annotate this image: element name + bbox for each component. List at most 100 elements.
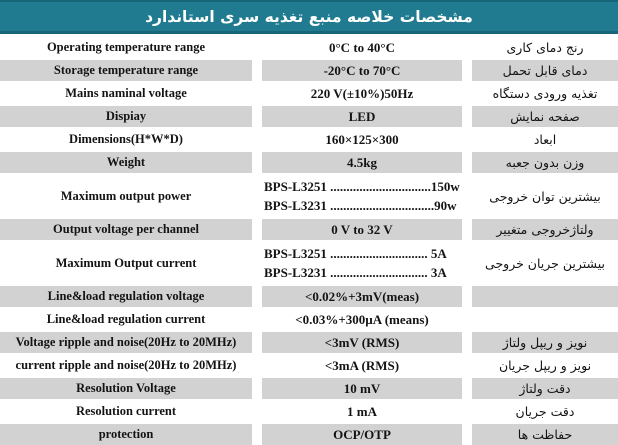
spec-label-fa: رنج دمای کاری: [506, 40, 584, 55]
table-row: Weight 4.5kg وزن بدون جعبه: [0, 152, 618, 173]
spec-label-fa-cell: ولتاژخروجی متغییر: [472, 219, 618, 240]
table-row: Voltage ripple and noise(20Hz to 20MHz) …: [0, 332, 618, 353]
spec-label-en: Mains naminal voltage: [65, 86, 187, 100]
spec-label-fa-cell: ابعاد: [472, 129, 618, 150]
column-gap: [462, 152, 472, 173]
spec-label-en-cell: Resolution Voltage: [0, 378, 252, 399]
table-row: Maximum output power BPS-L3251 .........…: [0, 175, 618, 217]
column-gap: [462, 286, 472, 307]
table-row: Dispiay LED صفحه نمایش: [0, 106, 618, 127]
column-gap: [462, 424, 472, 445]
table-header: مشخصات خلاصه منبع تغذیه سری استاندارد: [0, 0, 618, 34]
spec-label-en: Operating temperature range: [46, 40, 206, 54]
column-gap: [252, 401, 262, 422]
spec-value-line: BPS-L3231 ..............................…: [264, 265, 447, 280]
column-gap: [462, 401, 472, 422]
spec-value-cell: <0.03%+300µA (means): [295, 311, 429, 327]
column-gap: [462, 129, 472, 150]
spec-label-fa-cell: تغذیه ورودی دستگاه: [472, 83, 618, 104]
spec-value-cell: OCP/OTP: [262, 424, 462, 445]
spec-label-fa: بیشترین جریان خروجی: [485, 255, 605, 271]
spec-label-en: Maximum Output current: [55, 255, 197, 270]
spec-label-fa: وزن بدون جعبه: [505, 155, 585, 170]
spec-value-cell: BPS-L3251 ..............................…: [262, 175, 462, 217]
spec-label-fa: دمای قابل تحمل: [502, 63, 588, 78]
column-gap: [462, 378, 472, 399]
column-gap: [252, 83, 262, 104]
spec-label-fa-cell: [472, 309, 618, 330]
spec-value-cell: 0°C to 40°C: [328, 39, 395, 55]
spec-label-en: Line&load regulation voltage: [47, 289, 205, 303]
column-gap: [252, 424, 262, 445]
table-row: Mains naminal voltage 220 V(±10%)50Hz تغ…: [0, 83, 618, 104]
table-row: Resolution Voltage 10 mV دقت ولتاژ: [0, 378, 618, 399]
table-row: Dimensions(H*W*D) 160×125×300 ابعاد: [0, 129, 618, 150]
spec-label-en: Line&load regulation current: [46, 312, 206, 326]
spec-label-en: current ripple and noise(20Hz to 20MHz): [15, 358, 237, 372]
table-title: مشخصات خلاصه منبع تغذیه سری استاندارد: [145, 7, 473, 26]
spec-label-fa-cell: بیشترین جریان خروجی: [472, 242, 618, 284]
column-gap: [462, 309, 472, 330]
column-gap: [252, 152, 262, 173]
column-gap: [252, 106, 262, 127]
spec-label-fa-cell: نویز و ریپل جریان: [472, 355, 618, 376]
spec-label-en-cell: Mains naminal voltage: [0, 83, 252, 104]
spec-label-en: Dispiay: [105, 109, 147, 123]
spec-label-en-cell: Maximum output power: [0, 175, 252, 217]
spec-label-en-cell: Output voltage per channel: [0, 219, 252, 240]
spec-label-fa-cell: صفحه نمایش: [472, 106, 618, 127]
spec-value-cell: 220 V(±10%)50Hz: [310, 85, 414, 101]
spec-label-en: Storage temperature range: [53, 63, 199, 77]
spec-value-cell: <3mA (RMS): [324, 357, 400, 373]
spec-label-fa: تغذیه ورودی دستگاه: [492, 86, 598, 101]
column-gap: [252, 37, 262, 58]
spec-value-line: BPS-L3251 ..............................…: [264, 179, 460, 194]
column-gap: [252, 219, 262, 240]
spec-label-fa: نویز و ریپل ولتاژ: [502, 335, 588, 350]
spec-value-cell: 4.5kg: [262, 152, 462, 173]
spec-label-fa: دقت ولتاژ: [519, 381, 571, 396]
spec-value-cell: 10 mV: [262, 378, 462, 399]
spec-value-cell: 0 V to 32 V: [262, 219, 462, 240]
spec-label-fa-cell: رنج دمای کاری: [472, 37, 618, 58]
spec-label-fa: صفحه نمایش: [510, 109, 580, 124]
table-row: Resolution current 1 mA دقت جریان: [0, 401, 618, 422]
table-row: Line&load regulation current <0.03%+300µ…: [0, 309, 618, 330]
spec-label-en-cell: Storage temperature range: [0, 60, 252, 81]
table-row: protection OCP/OTP حفاظت ها: [0, 424, 618, 445]
spec-label-fa: ابعاد: [533, 132, 557, 147]
spec-label-en: Resolution current: [75, 404, 177, 418]
column-gap: [252, 242, 262, 284]
spec-label-en-cell: Voltage ripple and noise(20Hz to 20MHz): [0, 332, 252, 353]
spec-label-en-cell: Line&load regulation current: [0, 309, 252, 330]
column-gap: [252, 378, 262, 399]
spec-label-en: Resolution Voltage: [76, 381, 176, 395]
column-gap: [462, 60, 472, 81]
column-gap: [252, 129, 262, 150]
table-row: current ripple and noise(20Hz to 20MHz) …: [0, 355, 618, 376]
column-gap: [462, 332, 472, 353]
spec-label-en-cell: current ripple and noise(20Hz to 20MHz): [0, 355, 252, 376]
spec-value-cell: BPS-L3251 ..............................…: [262, 242, 462, 284]
spec-label-fa-cell: وزن بدون جعبه: [472, 152, 618, 173]
spec-label-en: Maximum output power: [60, 188, 192, 203]
spec-value-cell: 1 mA: [347, 403, 377, 419]
column-gap: [462, 106, 472, 127]
spec-table-body: Operating temperature range 0°C to 40°C …: [0, 34, 618, 445]
column-gap: [252, 332, 262, 353]
spec-label-fa-cell: دمای قابل تحمل: [472, 60, 618, 81]
spec-label-en-cell: Line&load regulation voltage: [0, 286, 252, 307]
table-row: Operating temperature range 0°C to 40°C …: [0, 37, 618, 58]
spec-label-en-cell: Operating temperature range: [0, 37, 252, 58]
spec-value-cell: -20°C to 70°C: [262, 60, 462, 81]
column-gap: [462, 355, 472, 376]
spec-label-fa: حفاظت ها: [517, 427, 573, 442]
spec-value-line: BPS-L3251 ..............................…: [264, 246, 447, 261]
table-row: Output voltage per channel 0 V to 32 V و…: [0, 219, 618, 240]
spec-label-en: Weight: [106, 155, 146, 169]
spec-value-cell: LED: [262, 106, 462, 127]
column-gap: [252, 286, 262, 307]
spec-label-fa: دقت جریان: [515, 404, 575, 419]
spec-label-en-cell: Dispiay: [0, 106, 252, 127]
